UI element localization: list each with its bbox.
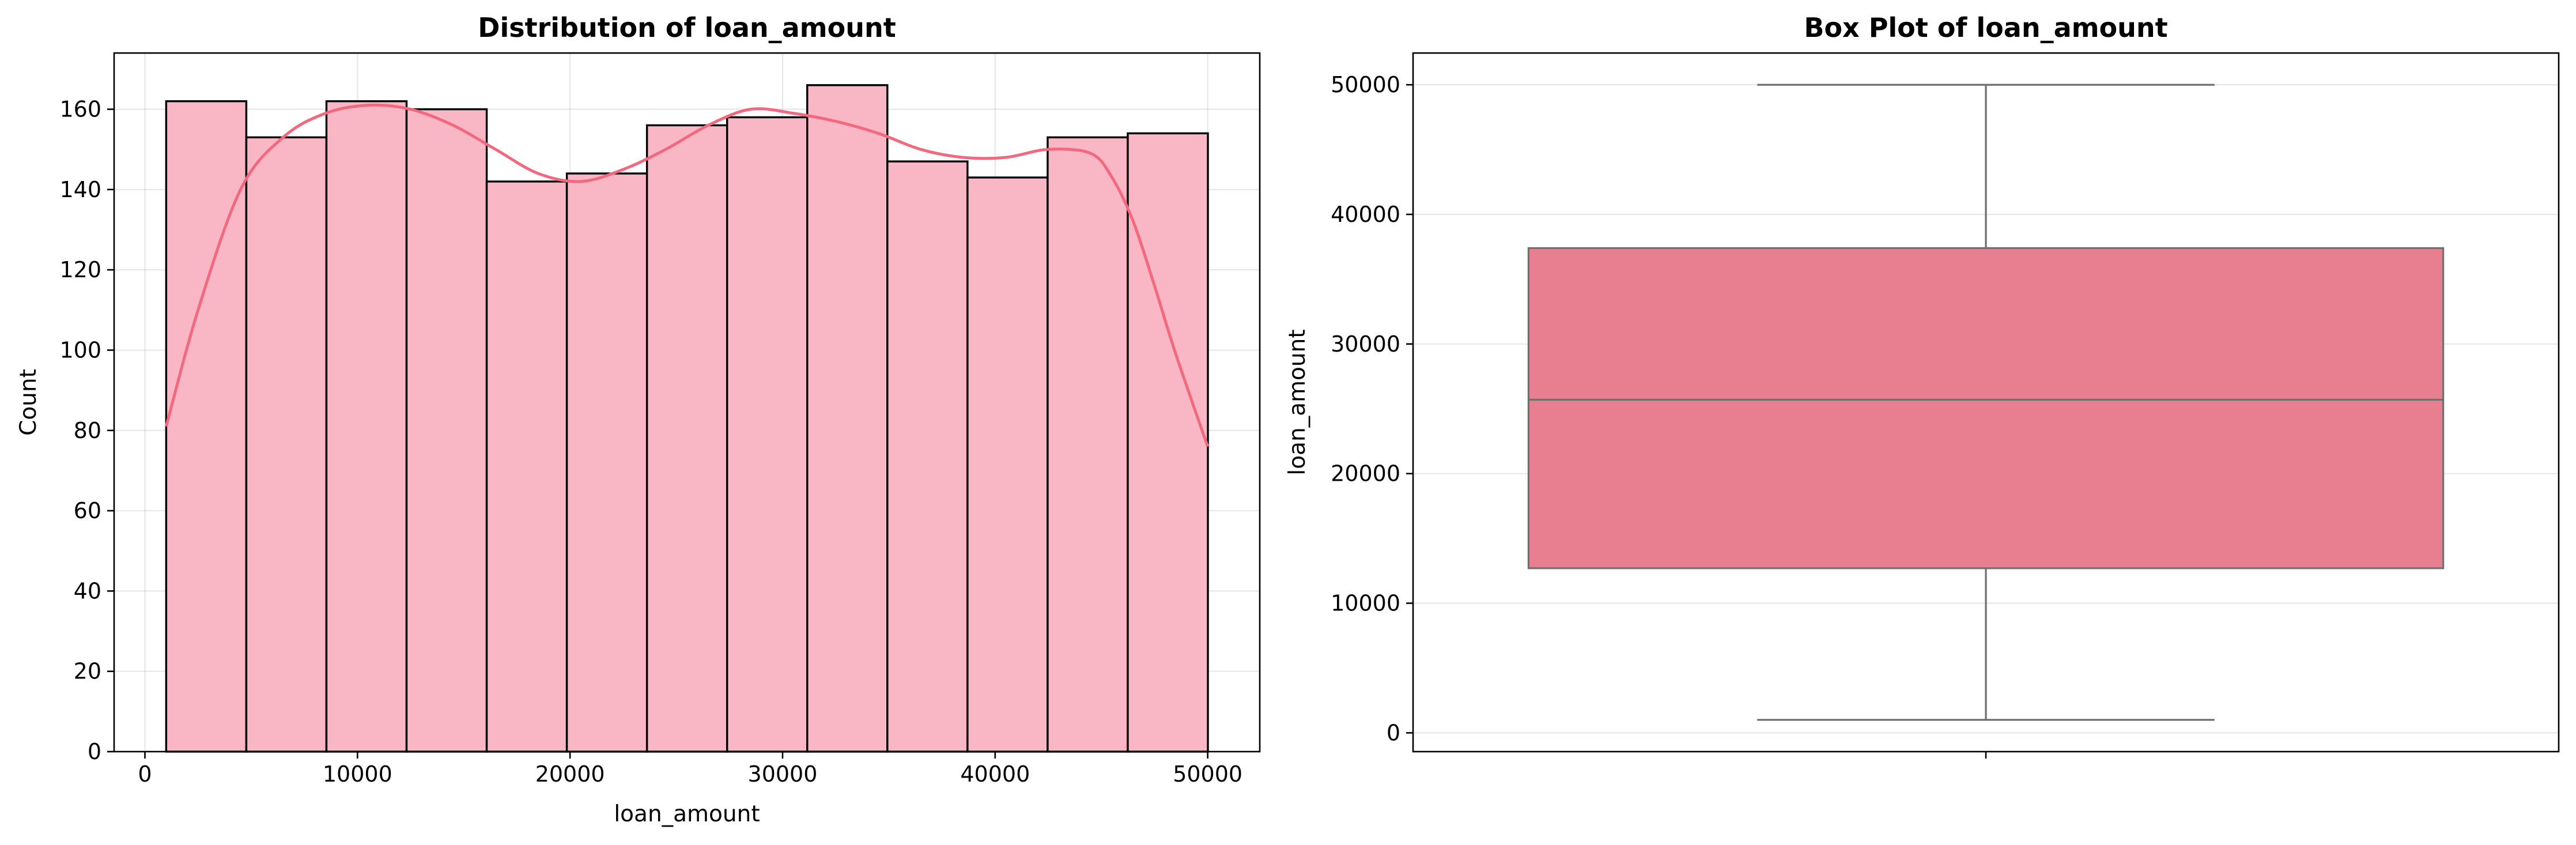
hist-xtick-label-2: 20000 bbox=[535, 761, 605, 787]
histogram-bar-12 bbox=[1127, 132, 1209, 753]
box-ytick-label-1: 10000 bbox=[1331, 591, 1400, 616]
histogram-axes-frame bbox=[113, 52, 1261, 753]
histogram-bar-4 bbox=[485, 180, 568, 753]
hist-ytick-label-6: 120 bbox=[59, 257, 101, 282]
histogram-x-axis-label: loan_amount bbox=[614, 801, 760, 827]
box-iqr bbox=[1527, 247, 2445, 569]
boxplot-title: Box Plot of loan_amount bbox=[1804, 12, 2167, 43]
histogram-bar-0 bbox=[165, 100, 248, 753]
boxplot-y-axis-label: loan_amount bbox=[1285, 329, 1310, 475]
box-ytick-label-3: 30000 bbox=[1331, 331, 1400, 357]
hist-ytick-label-2: 40 bbox=[74, 578, 101, 603]
boxplot bbox=[1527, 84, 2445, 721]
hist-ytick-label-7: 140 bbox=[59, 177, 101, 202]
kde-curve bbox=[164, 103, 1210, 447]
histogram-bar-11 bbox=[1047, 136, 1129, 753]
hist-xtick-label-5: 50000 bbox=[1173, 761, 1242, 787]
histogram-bar-1 bbox=[245, 136, 328, 753]
histogram-title: Distribution of loan_amount bbox=[478, 12, 896, 43]
histogram-y-axis-label: Count bbox=[16, 369, 41, 436]
histogram-bar-10 bbox=[966, 176, 1049, 753]
histogram-bar-7 bbox=[726, 116, 809, 753]
histogram-bar-9 bbox=[886, 160, 969, 753]
hist-xtick-label-0: 0 bbox=[138, 761, 152, 787]
boxplot-y-ticks: 0 10000 20000 30000 40000 50000 bbox=[1331, 72, 1413, 745]
histogram-bar-6 bbox=[645, 124, 728, 753]
histogram-bar-2 bbox=[325, 100, 408, 753]
histogram-y-ticks: 0 20 40 60 80 100 120 140 160 bbox=[59, 97, 114, 764]
hist-xtick-label-3: 30000 bbox=[748, 761, 818, 787]
hist-ytick-label-8: 160 bbox=[59, 97, 101, 122]
hist-xtick-label-1: 10000 bbox=[323, 761, 392, 787]
box-ytick-label-4: 40000 bbox=[1331, 202, 1400, 227]
histogram-bars bbox=[165, 84, 1209, 753]
histogram-x-ticks: 0 10000 20000 30000 40000 50000 bbox=[138, 752, 1242, 787]
boxplot-panel: 0 10000 20000 30000 40000 50000 Box Plot of l… bbox=[1285, 12, 2560, 759]
hist-ytick-label-3: 60 bbox=[74, 498, 101, 523]
histogram-bar-8 bbox=[806, 84, 889, 753]
box-ytick-label-0: 0 bbox=[1387, 720, 1400, 745]
hist-ytick-label-5: 100 bbox=[59, 337, 101, 363]
box-ytick-label-2: 20000 bbox=[1331, 461, 1400, 486]
histogram-panel: 0 10000 20000 30000 40000 50000 0 20 40 60 80 100 1… bbox=[16, 12, 1261, 827]
hist-xtick-label-4: 40000 bbox=[960, 761, 1030, 787]
histogram-bar-5 bbox=[565, 172, 648, 753]
box-ytick-label-5: 50000 bbox=[1331, 72, 1400, 97]
hist-ytick-label-0: 0 bbox=[88, 739, 101, 764]
histogram-bar-3 bbox=[405, 108, 488, 753]
hist-ytick-label-4: 80 bbox=[74, 418, 101, 443]
hist-ytick-label-1: 20 bbox=[74, 659, 101, 684]
